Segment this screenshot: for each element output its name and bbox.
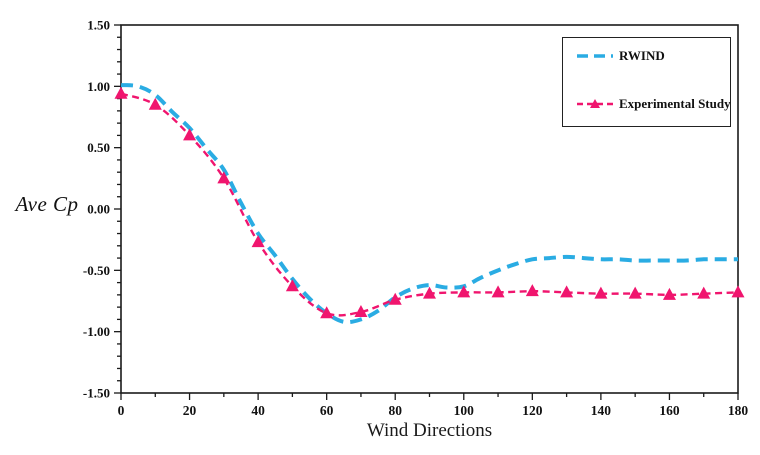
y-tick-label: 0.50 — [87, 140, 110, 155]
triangle-marker-icon — [491, 285, 505, 298]
y-tick-label: -1.00 — [83, 324, 110, 339]
y-tick-label: -0.50 — [83, 263, 110, 278]
triangle-marker-icon — [731, 285, 745, 298]
y-tick-label: 0.00 — [87, 202, 110, 217]
triangle-marker-icon — [697, 286, 711, 299]
triangle-marker-icon — [423, 286, 436, 299]
legend-triangle-icon — [590, 99, 600, 108]
x-axis-tick-labels: 0 20 40 60 80 100 120 140 160 180 — [118, 403, 749, 418]
triangle-marker-icon — [525, 284, 539, 297]
legend-entry-experimental: Experimental Study — [576, 96, 731, 112]
y-tick-label: -1.50 — [83, 386, 110, 401]
legend-box: RWIND Experimental Study — [562, 37, 731, 127]
x-tick-label: 0 — [118, 403, 125, 418]
triangle-marker-icon — [217, 171, 231, 184]
y-tick-label: 1.00 — [87, 79, 110, 94]
triangle-marker-icon — [148, 97, 162, 110]
x-tick-label: 120 — [522, 403, 543, 418]
triangle-marker-icon — [388, 292, 402, 305]
triangle-marker-icon — [320, 306, 334, 319]
y-axis-tick-labels: 1.50 1.00 0.50 0.00 -0.50 -1.00 -1.50 — [83, 18, 110, 401]
triangle-marker-icon — [628, 286, 642, 299]
x-tick-label: 80 — [388, 403, 402, 418]
x-tick-label: 180 — [728, 403, 749, 418]
series-line — [120, 83, 738, 325]
axis-ticks — [114, 24, 739, 400]
triangle-marker-icon — [354, 305, 368, 318]
triangle-marker-icon — [285, 279, 299, 292]
triangle-marker-icon — [594, 286, 608, 299]
x-tick-label: 100 — [454, 403, 475, 418]
series-rwind — [120, 83, 738, 325]
triangle-marker-icon — [560, 285, 574, 298]
x-tick-label: 140 — [591, 403, 612, 418]
triangle-marker-icon — [183, 128, 197, 141]
x-tick-label: 20 — [183, 403, 197, 418]
legend-marker-rwind-dashed-line-icon — [577, 54, 613, 58]
legend-marker-experimental-triangle-icon — [577, 99, 613, 108]
x-axis-title: Wind Directions — [366, 420, 493, 441]
triangle-marker-icon — [457, 285, 471, 298]
triangle-marker-icon — [114, 86, 128, 99]
y-tick-label: 1.50 — [87, 18, 110, 33]
series-experimental-study — [114, 86, 745, 319]
triangle-marker-icon — [662, 287, 676, 300]
x-tick-label: 160 — [659, 403, 680, 418]
legend-label-rwind: RWIND — [619, 48, 665, 63]
x-tick-label: 40 — [251, 403, 265, 418]
legend-entry-rwind: RWIND — [576, 48, 665, 64]
legend-label-experimental: Experimental Study — [619, 96, 731, 111]
y-axis-title: Ave Cp — [15, 192, 79, 216]
triangle-marker-icon — [251, 235, 265, 248]
x-tick-label: 60 — [320, 403, 334, 418]
